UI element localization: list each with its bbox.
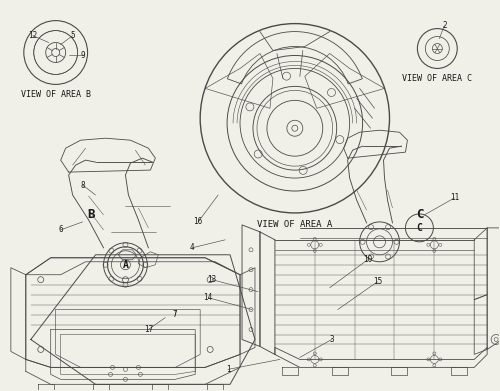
Text: B: B [87, 208, 94, 221]
Text: C: C [416, 208, 423, 221]
Text: 6: 6 [58, 225, 63, 234]
Text: 15: 15 [373, 277, 382, 286]
Text: 3: 3 [330, 335, 334, 344]
Text: VIEW OF AREA C: VIEW OF AREA C [402, 74, 472, 83]
Text: 4: 4 [190, 243, 194, 252]
Text: 1: 1 [226, 365, 230, 374]
Text: 2: 2 [442, 21, 446, 30]
Text: 7: 7 [173, 310, 178, 319]
Text: C: C [416, 223, 422, 233]
Text: 9: 9 [80, 51, 85, 60]
Wedge shape [228, 32, 362, 84]
Text: 17: 17 [144, 325, 153, 334]
Text: 10: 10 [363, 255, 372, 264]
Text: A: A [122, 260, 128, 270]
Text: 5: 5 [70, 31, 75, 40]
Text: VIEW OF AREA A: VIEW OF AREA A [257, 221, 332, 230]
Text: 11: 11 [450, 194, 459, 203]
Text: 8: 8 [80, 181, 85, 190]
Text: VIEW OF AREA B: VIEW OF AREA B [20, 90, 90, 99]
Text: 12: 12 [28, 31, 38, 40]
Text: 14: 14 [204, 293, 213, 302]
Text: 16: 16 [194, 217, 203, 226]
Text: 13: 13 [208, 275, 217, 284]
